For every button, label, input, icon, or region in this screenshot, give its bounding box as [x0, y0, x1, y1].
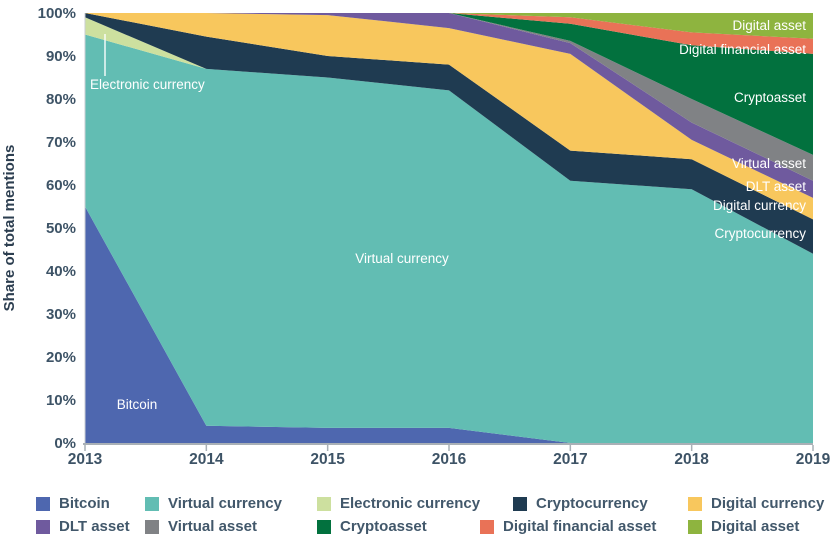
legend-item-cryptocurrency: Cryptocurrency: [513, 496, 648, 512]
legend-label: Cryptocurrency: [536, 495, 648, 512]
y-tick-label: 90%: [46, 48, 76, 65]
legend-swatch: [317, 520, 331, 534]
legend-label: Virtual asset: [168, 518, 257, 535]
chart-label-virtual-asset: Virtual asset: [732, 156, 806, 171]
x-tick-label: 2014: [189, 451, 224, 468]
legend-swatch: [317, 497, 331, 511]
legend-swatch: [513, 497, 527, 511]
legend-label: Virtual currency: [168, 495, 282, 512]
y-tick-label: 0%: [54, 435, 76, 452]
y-tick-label: 40%: [46, 263, 76, 280]
x-tick-label: 2017: [553, 451, 587, 468]
legend-item-digital-asset: Digital asset: [688, 519, 799, 535]
area-bitcoin: [85, 206, 813, 443]
chart-label-digital-asset: Digital asset: [732, 18, 806, 33]
y-tick-label: 60%: [46, 177, 76, 194]
chart-label-digital-currency: Digital currency: [713, 198, 806, 213]
legend-swatch: [480, 520, 494, 534]
legend-item-electronic-currency: Electronic currency: [317, 496, 480, 512]
area-cryptoasset: [85, 13, 813, 155]
x-tick-label: 2013: [68, 451, 103, 468]
stacked-area-chart: 0% 10% 20% 30% 40% 50% 60% 70% 80% 90% 100% 2013 201…: [1, 5, 831, 468]
area-virtual-currency: [85, 34, 813, 443]
x-tick-label: 2018: [674, 451, 709, 468]
chart-legend: Bitcoin Virtual currency Electronic curren…: [0, 488, 839, 545]
x-tick-label: 2016: [432, 451, 467, 468]
chart-label-virtual-currency: Virtual currency: [355, 251, 449, 266]
area-digital-asset: [85, 13, 813, 39]
chart-label-digital-financial-asset: Digital financial asset: [679, 42, 806, 57]
legend-swatch: [688, 520, 702, 534]
chart-label-electronic-currency: Electronic currency: [90, 77, 205, 92]
legend-swatch: [145, 520, 159, 534]
area-digital-currency: [85, 13, 813, 220]
chart-label-bitcoin: Bitcoin: [117, 397, 158, 412]
legend-label: Digital asset: [711, 518, 800, 535]
y-tick-label: 10%: [46, 392, 76, 409]
chart-label-cryptocurrency: Cryptocurrency: [714, 226, 806, 241]
chart-label-cryptoasset: Cryptoasset: [734, 90, 806, 105]
y-axis-title: Share of total mentions: [1, 145, 18, 312]
y-tick-label: 30%: [46, 306, 76, 323]
legend-item-virtual-asset: Virtual asset: [145, 519, 257, 535]
y-tick-label: 80%: [46, 91, 76, 108]
legend-item-digital-financial-asset: Digital financial asset: [480, 519, 656, 535]
legend-label: Bitcoin: [59, 495, 110, 512]
legend-swatch: [145, 497, 159, 511]
area-digital-financial-asset: [85, 13, 813, 54]
legend-label: Electronic currency: [340, 495, 481, 512]
y-tick-label: 70%: [46, 134, 76, 151]
y-tick-label: 20%: [46, 349, 76, 366]
chart-label-dlt-asset: DLT asset: [746, 179, 807, 194]
legend-label: Digital currency: [711, 495, 825, 512]
legend-label: DLT asset: [59, 518, 130, 535]
legend-swatch: [36, 497, 50, 511]
y-tick-label: 50%: [46, 220, 76, 237]
legend-swatch: [688, 497, 702, 511]
x-tick-label: 2019: [796, 451, 831, 468]
legend-label: Digital financial asset: [503, 518, 657, 535]
x-tick-label: 2015: [310, 451, 345, 468]
legend-item-digital-currency: Digital currency: [688, 496, 824, 512]
area-cryptocurrency: [85, 13, 813, 254]
legend-item-dlt-asset: DLT asset: [36, 519, 130, 535]
area-virtual-asset: [85, 13, 813, 181]
legend-item-bitcoin: Bitcoin: [36, 496, 110, 512]
legend-item-virtual-currency: Virtual currency: [145, 496, 282, 512]
legend-item-cryptoasset: Cryptoasset: [317, 519, 427, 535]
legend-swatch: [36, 520, 50, 534]
legend-label: Cryptoasset: [340, 518, 427, 535]
y-tick-label: 100%: [38, 5, 76, 22]
